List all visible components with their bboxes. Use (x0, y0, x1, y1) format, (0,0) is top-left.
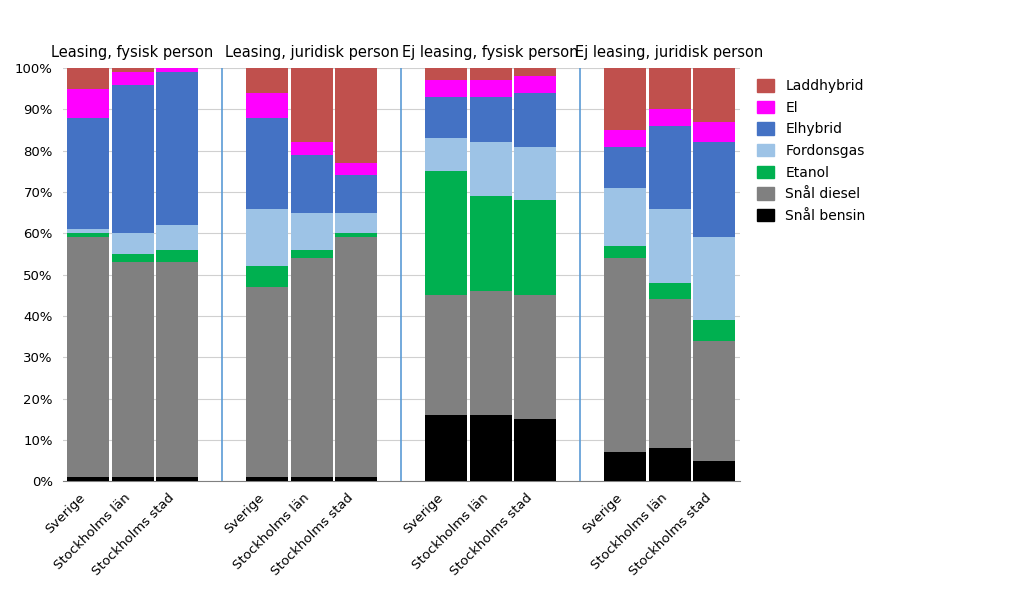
Bar (693, 461, 735, 482)
Bar (335, 477, 377, 482)
Bar (112, 72, 154, 85)
Bar (67, 233, 109, 237)
Bar (514, 200, 556, 295)
Bar (604, 68, 646, 130)
Bar (112, 85, 154, 233)
Bar (291, 250, 333, 258)
Bar (470, 415, 512, 482)
Bar (112, 262, 154, 477)
Bar (246, 287, 288, 477)
Bar (157, 72, 199, 225)
Bar (112, 254, 154, 262)
Bar (693, 237, 735, 320)
Bar (291, 68, 333, 142)
Bar (514, 68, 556, 76)
Bar (425, 81, 467, 97)
Text: Ej leasing, fysisk person: Ej leasing, fysisk person (402, 44, 579, 60)
Bar (648, 448, 690, 482)
Bar (648, 126, 690, 209)
Bar (604, 258, 646, 452)
Bar (514, 76, 556, 93)
Bar (470, 68, 512, 81)
Bar (335, 163, 377, 176)
Bar (693, 68, 735, 122)
Bar (604, 246, 646, 258)
Bar (693, 320, 735, 341)
Bar (246, 93, 288, 117)
Legend: Laddhybrid, El, Elhybrid, Fordonsgas, Etanol, Snål diesel, Snål bensin: Laddhybrid, El, Elhybrid, Fordonsgas, Et… (754, 75, 869, 227)
Bar (604, 146, 646, 188)
Bar (425, 171, 467, 295)
Bar (246, 477, 288, 482)
Bar (514, 419, 556, 482)
Bar (425, 68, 467, 81)
Bar (335, 213, 377, 233)
Bar (514, 146, 556, 200)
Bar (693, 341, 735, 461)
Bar (67, 117, 109, 229)
Bar (693, 142, 735, 237)
Bar (470, 81, 512, 97)
Bar (648, 283, 690, 299)
Bar (604, 130, 646, 146)
Bar (246, 68, 288, 93)
Bar (291, 142, 333, 155)
Text: Ej leasing, juridisk person: Ej leasing, juridisk person (575, 44, 764, 60)
Bar (67, 88, 109, 117)
Bar (514, 295, 556, 419)
Bar (157, 68, 199, 72)
Bar (470, 97, 512, 142)
Bar (648, 68, 690, 109)
Bar (425, 97, 467, 138)
Bar (514, 93, 556, 146)
Bar (648, 109, 690, 126)
Bar (604, 188, 646, 246)
Bar (291, 258, 333, 477)
Bar (335, 176, 377, 213)
Bar (291, 213, 333, 250)
Text: Leasing, fysisk person: Leasing, fysisk person (51, 44, 214, 60)
Bar (112, 233, 154, 254)
Bar (157, 477, 199, 482)
Bar (335, 68, 377, 163)
Text: Leasing, juridisk person: Leasing, juridisk person (224, 44, 398, 60)
Bar (425, 138, 467, 171)
Bar (157, 225, 199, 250)
Bar (246, 209, 288, 266)
Bar (291, 477, 333, 482)
Bar (648, 299, 690, 448)
Bar (67, 237, 109, 477)
Bar (246, 266, 288, 287)
Bar (335, 237, 377, 477)
Bar (425, 295, 467, 415)
Bar (112, 68, 154, 72)
Bar (157, 262, 199, 477)
Bar (335, 233, 377, 237)
Bar (67, 229, 109, 233)
Bar (67, 68, 109, 88)
Bar (470, 291, 512, 415)
Bar (470, 142, 512, 196)
Bar (604, 452, 646, 482)
Bar (157, 250, 199, 262)
Bar (291, 155, 333, 213)
Bar (693, 122, 735, 142)
Bar (67, 477, 109, 482)
Bar (246, 117, 288, 209)
Bar (648, 209, 690, 283)
Bar (470, 196, 512, 291)
Bar (112, 477, 154, 482)
Bar (425, 415, 467, 482)
